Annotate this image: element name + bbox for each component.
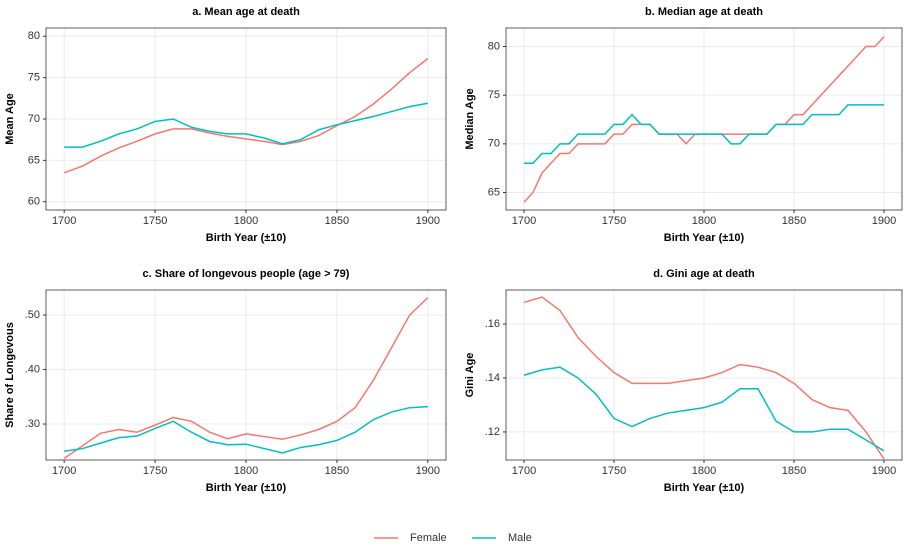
y-tick-label: 75 <box>28 72 40 84</box>
x-tick-label: 1700 <box>52 465 76 477</box>
x-tick-label: 1750 <box>602 215 626 227</box>
series-line <box>63 58 429 174</box>
panel-border <box>45 289 447 461</box>
y-tick-label: .40 <box>25 363 40 375</box>
x-tick-label: 1800 <box>234 465 258 477</box>
panel-border <box>505 289 903 461</box>
series-line <box>64 405 428 454</box>
x-axis-title: Birth Year (±10) <box>664 232 745 244</box>
panel-title: d. Gini age at death <box>653 268 755 280</box>
panel-title: c. Share of longevous people (age > 79) <box>143 268 350 280</box>
y-tick-label: 80 <box>28 30 40 42</box>
x-tick-label: 1850 <box>325 465 349 477</box>
legend-label: Male <box>508 532 532 544</box>
x-tick-label: 1700 <box>512 215 536 227</box>
y-axis-title: Gini Age <box>464 353 476 398</box>
y-tick-label: 70 <box>28 113 40 125</box>
x-tick-label: 1850 <box>782 465 806 477</box>
panel-title: a. Mean age at death <box>192 6 300 18</box>
y-tick-label: .14 <box>485 372 500 384</box>
panel-border <box>45 27 447 211</box>
y-tick-label: 80 <box>488 40 500 52</box>
panel-title: b. Median age at death <box>645 6 763 18</box>
x-tick-label: 1800 <box>692 465 716 477</box>
x-tick-label: 1800 <box>234 215 258 227</box>
panel-border <box>505 27 903 211</box>
series-line <box>523 366 885 452</box>
x-tick-label: 1900 <box>416 465 440 477</box>
y-tick-label: 75 <box>488 89 500 101</box>
y-axis-title: Mean Age <box>4 93 16 145</box>
x-tick-label: 1900 <box>872 215 896 227</box>
x-axis-title: Birth Year (±10) <box>664 482 745 494</box>
x-tick-label: 1750 <box>143 215 167 227</box>
x-tick-label: 1900 <box>416 215 440 227</box>
x-tick-label: 1850 <box>782 215 806 227</box>
series-line <box>523 296 885 460</box>
y-tick-label: 60 <box>28 196 40 208</box>
series-line <box>524 104 884 165</box>
series-line <box>64 102 428 148</box>
y-axis-title: Median Age <box>464 88 476 149</box>
x-tick-label: 1700 <box>512 465 536 477</box>
x-tick-label: 1850 <box>325 215 349 227</box>
y-tick-label: .12 <box>485 426 500 438</box>
y-tick-label: 65 <box>28 154 40 166</box>
y-axis-title: Share of Longevous <box>4 322 16 428</box>
series-line <box>63 297 429 459</box>
x-tick-label: 1700 <box>52 215 76 227</box>
y-tick-label: .50 <box>25 309 40 321</box>
legend-label: Female <box>410 532 447 544</box>
y-tick-label: 70 <box>488 138 500 150</box>
x-tick-label: 1750 <box>602 465 626 477</box>
x-axis-title: Birth Year (±10) <box>206 482 287 494</box>
y-tick-label: .16 <box>485 318 500 330</box>
x-tick-label: 1900 <box>872 465 896 477</box>
x-axis-title: Birth Year (±10) <box>206 232 287 244</box>
y-tick-label: .30 <box>25 418 40 430</box>
x-tick-label: 1750 <box>143 465 167 477</box>
y-tick-label: 65 <box>488 186 500 198</box>
x-tick-label: 1800 <box>692 215 716 227</box>
legend: Female Male <box>374 532 532 544</box>
